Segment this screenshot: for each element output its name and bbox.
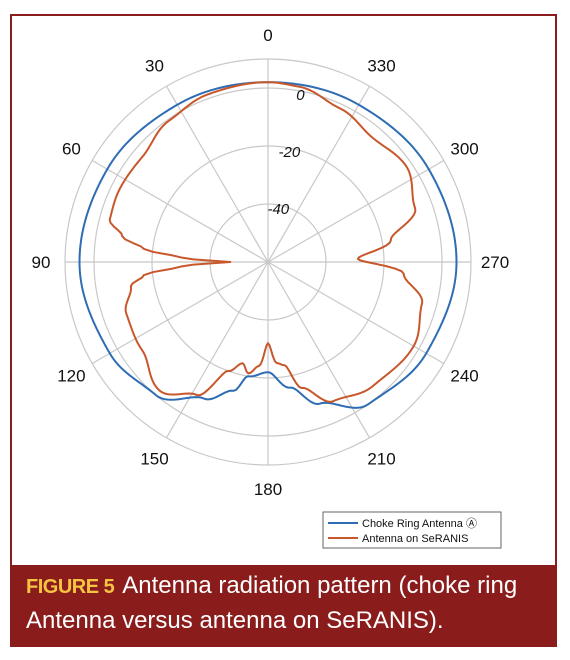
grid-spoke [267, 261, 371, 439]
figure-frame: 0 30 60 90 120 150 180 210 240 270 300 330 0 -20 -40 … [10, 14, 557, 647]
legend-label-choke: Choke Ring Antenna Ⓐ [362, 517, 477, 530]
radial-tick-label: -40 [267, 201, 289, 218]
grid-spoke [91, 159, 269, 263]
grid-spoke [165, 85, 269, 263]
series-line-seranis [108, 81, 424, 403]
angular-tick-label: 210 [367, 450, 395, 469]
radial-tick-label: -20 [279, 144, 301, 161]
series-line-choke-ring [78, 81, 458, 409]
grid-spoke [267, 159, 445, 263]
figure-label: FIGURE 5 [26, 576, 115, 598]
grid-spoke [91, 261, 269, 365]
figure-caption: FIGURE 5 Antenna radiation pattern (choke… [12, 565, 555, 645]
grid-spoke [165, 261, 269, 439]
angular-tick-label: 300 [450, 140, 478, 159]
radial-tick-labels: 0 -20 -40 [267, 87, 305, 218]
angular-tick-label: 270 [481, 253, 509, 272]
legend: Choke Ring Antenna Ⓐ Antenna on SeRANIS [322, 511, 502, 549]
angular-tick-labels: 0 30 60 90 120 150 180 210 240 270 300 330 [32, 26, 510, 499]
radial-tick-label: 0 [296, 87, 305, 104]
caption-text: Antenna radiation pattern (choke ring An… [26, 572, 518, 634]
polar-grid [64, 58, 472, 466]
legend-box [322, 511, 502, 549]
angular-tick-label: 180 [254, 480, 282, 499]
grid-spoke [267, 85, 371, 263]
angular-tick-label: 150 [140, 450, 168, 469]
angular-tick-label: 240 [450, 367, 478, 386]
angular-tick-label: 30 [145, 56, 164, 75]
angular-tick-label: 90 [32, 253, 51, 272]
angular-tick-label: 120 [57, 367, 85, 386]
angular-tick-label: 60 [62, 140, 81, 159]
grid-spoke [267, 261, 445, 365]
angular-tick-label: 0 [263, 26, 272, 45]
angular-tick-label: 330 [367, 56, 395, 75]
series-layer [78, 81, 458, 409]
legend-label-seranis: Antenna on SeRANIS [362, 533, 468, 545]
